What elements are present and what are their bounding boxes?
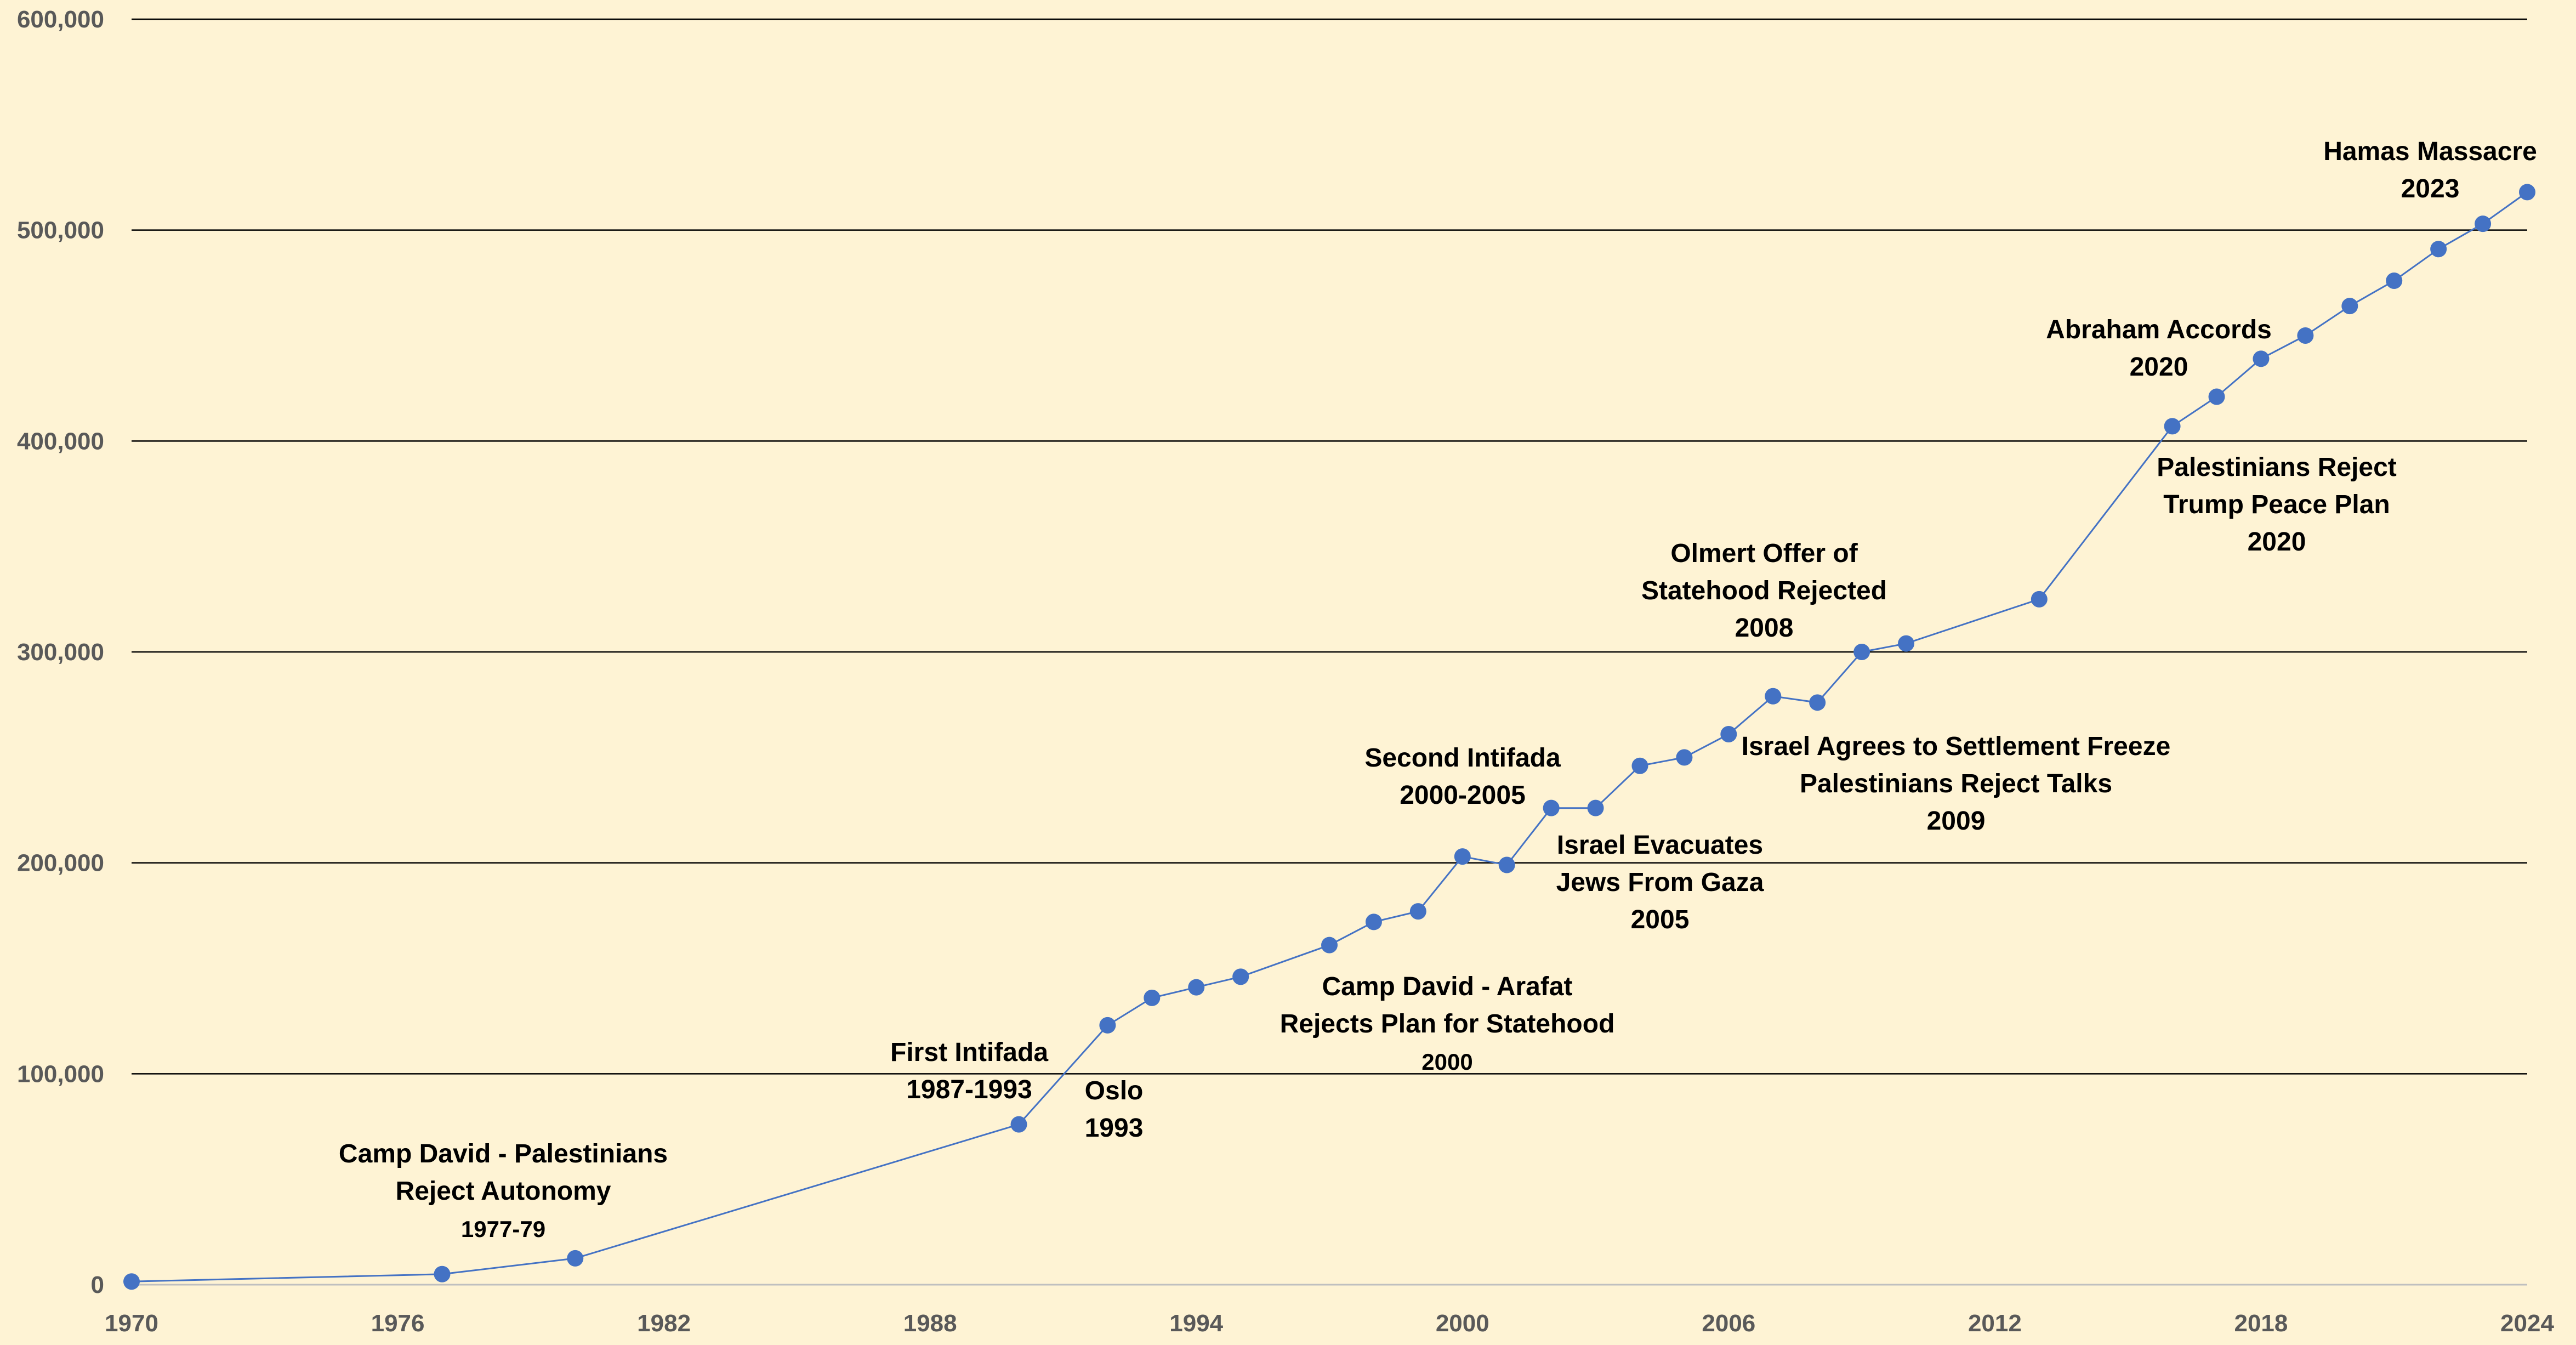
y-tick-label: 400,000: [17, 428, 104, 455]
data-point: [2208, 388, 2225, 405]
data-point: [2164, 418, 2181, 435]
data-point: [1809, 694, 1826, 711]
annotation-line: 2020: [2248, 527, 2306, 557]
annotation-line: 1993: [1085, 1114, 1144, 1143]
annotation-line: Palestinians Reject: [2157, 453, 2397, 482]
data-point: [1853, 644, 1870, 660]
annotation-line: 2000-2005: [1400, 781, 1526, 810]
annotation-line: Oslo: [1085, 1076, 1144, 1105]
data-point: [1498, 856, 1515, 873]
x-tick-label: 2006: [1702, 1310, 1755, 1337]
data-point: [1365, 913, 1382, 930]
annotation-line: Second Intifada: [1364, 744, 1561, 773]
x-tick-label: 1976: [371, 1310, 425, 1337]
annotation-line: Reject Autonomy: [396, 1177, 611, 1206]
y-tick-label: 100,000: [17, 1060, 104, 1087]
annotation-line: Statehood Rejected: [1641, 576, 1887, 605]
data-point: [1321, 937, 1338, 954]
annotation-4: Second Intifada 2000-2005: [1364, 744, 1561, 810]
data-point: [2253, 350, 2270, 367]
annotation-1: First Intifada 1987-1993: [890, 1038, 1048, 1104]
annotation-8: Abraham Accords 2020: [2046, 315, 2272, 382]
annotation-line: Rejects Plan for Statehood: [1280, 1009, 1615, 1038]
data-point: [1587, 799, 1604, 816]
annotation-line: Trump Peace Plan: [2163, 490, 2390, 519]
annotation-line: Israel Evacuates: [1557, 831, 1763, 860]
annotation-line: Hamas Massacre: [2323, 137, 2537, 166]
annotation-10: Hamas Massacre 2023: [2323, 137, 2537, 203]
data-point: [1099, 1017, 1116, 1034]
annotation-line: Israel Agrees to Settlement Freeze: [1742, 732, 2171, 761]
annotation-line: First Intifada: [890, 1038, 1048, 1067]
annotation-line: 1987-1993: [906, 1075, 1032, 1104]
annotation-line: 2008: [1735, 614, 1794, 643]
data-point: [1188, 979, 1205, 996]
annotation-7: Israel Agrees to Settlement Freeze Palest…: [1742, 732, 2171, 836]
annotation-line: 2009: [1927, 807, 1986, 836]
y-tick-label: 600,000: [17, 6, 104, 33]
data-point: [1232, 968, 1249, 985]
data-point: [1144, 989, 1161, 1006]
data-point: [123, 1273, 140, 1290]
y-tick-label: 200,000: [17, 850, 104, 877]
data-point: [1010, 1116, 1027, 1133]
x-axis-tick-labels: 1970 1976 1982 1988 1994 2000 2006 2012 2018 2024: [105, 1310, 2554, 1337]
data-point: [1454, 848, 1471, 865]
data-point: [1898, 635, 1915, 652]
gridlines: [132, 18, 2527, 1286]
annotation-6: Olmert Offer of Statehood Rejected 2008: [1641, 539, 1887, 643]
y-tick-label: 500,000: [17, 217, 104, 244]
y-tick-label: 0: [91, 1272, 104, 1298]
data-point: [1720, 726, 1737, 743]
data-point: [1543, 799, 1560, 816]
annotation-line: Camp David - Palestinians: [339, 1139, 668, 1168]
x-tick-label: 1982: [637, 1310, 691, 1337]
annotation-line: 2020: [2130, 353, 2188, 382]
data-point: [2475, 215, 2492, 232]
data-point: [2386, 272, 2403, 289]
data-point: [2519, 184, 2535, 201]
annotation-line: 2023: [2401, 174, 2460, 203]
x-tick-label: 1970: [105, 1310, 158, 1337]
y-tick-label: 300,000: [17, 639, 104, 666]
x-tick-label: 2000: [1436, 1310, 1489, 1337]
data-point: [434, 1265, 451, 1282]
x-tick-label: 2024: [2500, 1310, 2554, 1337]
data-point: [2341, 298, 2358, 315]
x-tick-label: 2018: [2234, 1310, 2288, 1337]
annotation-line: 2000: [1421, 1049, 1472, 1075]
data-point: [1409, 903, 1426, 920]
annotation-2: Oslo 1993: [1085, 1076, 1144, 1143]
series-line-group: [123, 184, 2535, 1290]
data-point: [567, 1250, 584, 1267]
annotation-line: Olmert Offer of: [1670, 539, 1858, 568]
x-tick-label: 1988: [903, 1310, 957, 1337]
data-point: [2031, 591, 2048, 608]
y-axis-tick-labels: 0 100,000 200,000 300,000 400,000 500,000 600,…: [17, 6, 104, 1298]
annotation-line: Abraham Accords: [2046, 315, 2272, 344]
annotation-3: Camp David - Arafat Rejects Plan for Stat…: [1280, 972, 1615, 1075]
annotation-9: Palestinians Reject Trump Peace Plan 2020: [2157, 453, 2397, 557]
x-tick-label: 1994: [1169, 1310, 1223, 1337]
data-point: [1631, 757, 1648, 774]
annotation-5: Israel Evacuates Jews From Gaza 2005: [1556, 831, 1764, 934]
annotation-0: Camp David - Palestinians Reject Autonomy…: [339, 1139, 668, 1242]
annotations: Camp David - Palestinians Reject Autonomy…: [339, 137, 2537, 1242]
data-point: [1765, 688, 1782, 705]
data-point: [2430, 241, 2447, 258]
annotation-line: 2005: [1631, 905, 1690, 934]
annotation-line: Palestinians Reject Talks: [1800, 769, 2112, 798]
annotation-line: Jews From Gaza: [1556, 868, 1764, 897]
x-tick-label: 2012: [1968, 1310, 2022, 1337]
annotation-line: 1977-79: [461, 1216, 545, 1242]
data-point: [1676, 749, 1693, 766]
annotation-line: Camp David - Arafat: [1322, 972, 1573, 1001]
data-point: [2297, 327, 2314, 344]
